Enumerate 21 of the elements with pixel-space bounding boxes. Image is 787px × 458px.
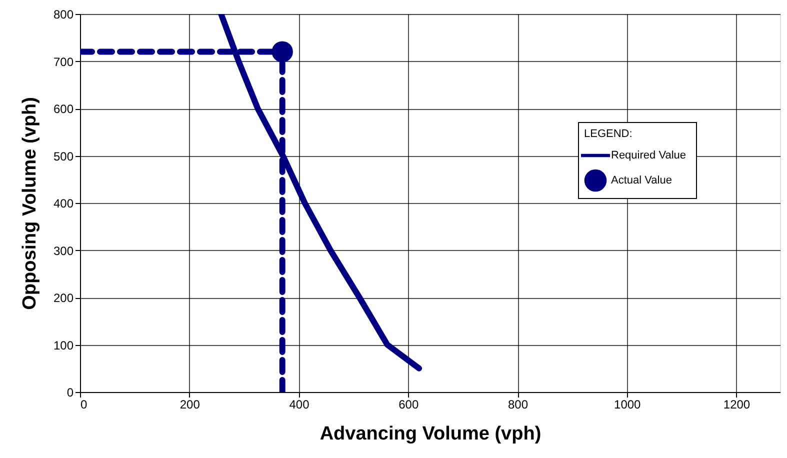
x-tick-label: 1200	[723, 398, 750, 412]
y-tick-label: 800	[53, 8, 74, 22]
y-tick-label: 300	[53, 244, 74, 258]
y-tick-label: 700	[53, 54, 74, 69]
y-tick-label: 600	[53, 102, 74, 116]
x-tick-label: 600	[398, 398, 419, 412]
x-tick-label: 0	[80, 398, 88, 412]
x-axis-title: Advancing Volume (vph)	[320, 424, 542, 444]
legend-label: Actual Value	[611, 174, 672, 186]
y-tick-label: 400	[53, 196, 74, 210]
legend-title: LEGEND:	[584, 128, 632, 140]
y-tick-label: 0	[66, 386, 74, 400]
y-tick-label: 200	[53, 291, 74, 305]
y-tick-label: 100	[53, 338, 74, 352]
x-tick-label: 800	[508, 398, 528, 412]
y-tick-label: 500	[53, 149, 74, 164]
x-tick-label: 1000	[614, 398, 642, 412]
y-axis-title: Opposing Volume (vph)	[19, 97, 40, 310]
x-tick-label: 400	[289, 398, 310, 412]
legend-label: Required Value	[611, 150, 686, 162]
x-tick-label: 200	[180, 398, 200, 412]
